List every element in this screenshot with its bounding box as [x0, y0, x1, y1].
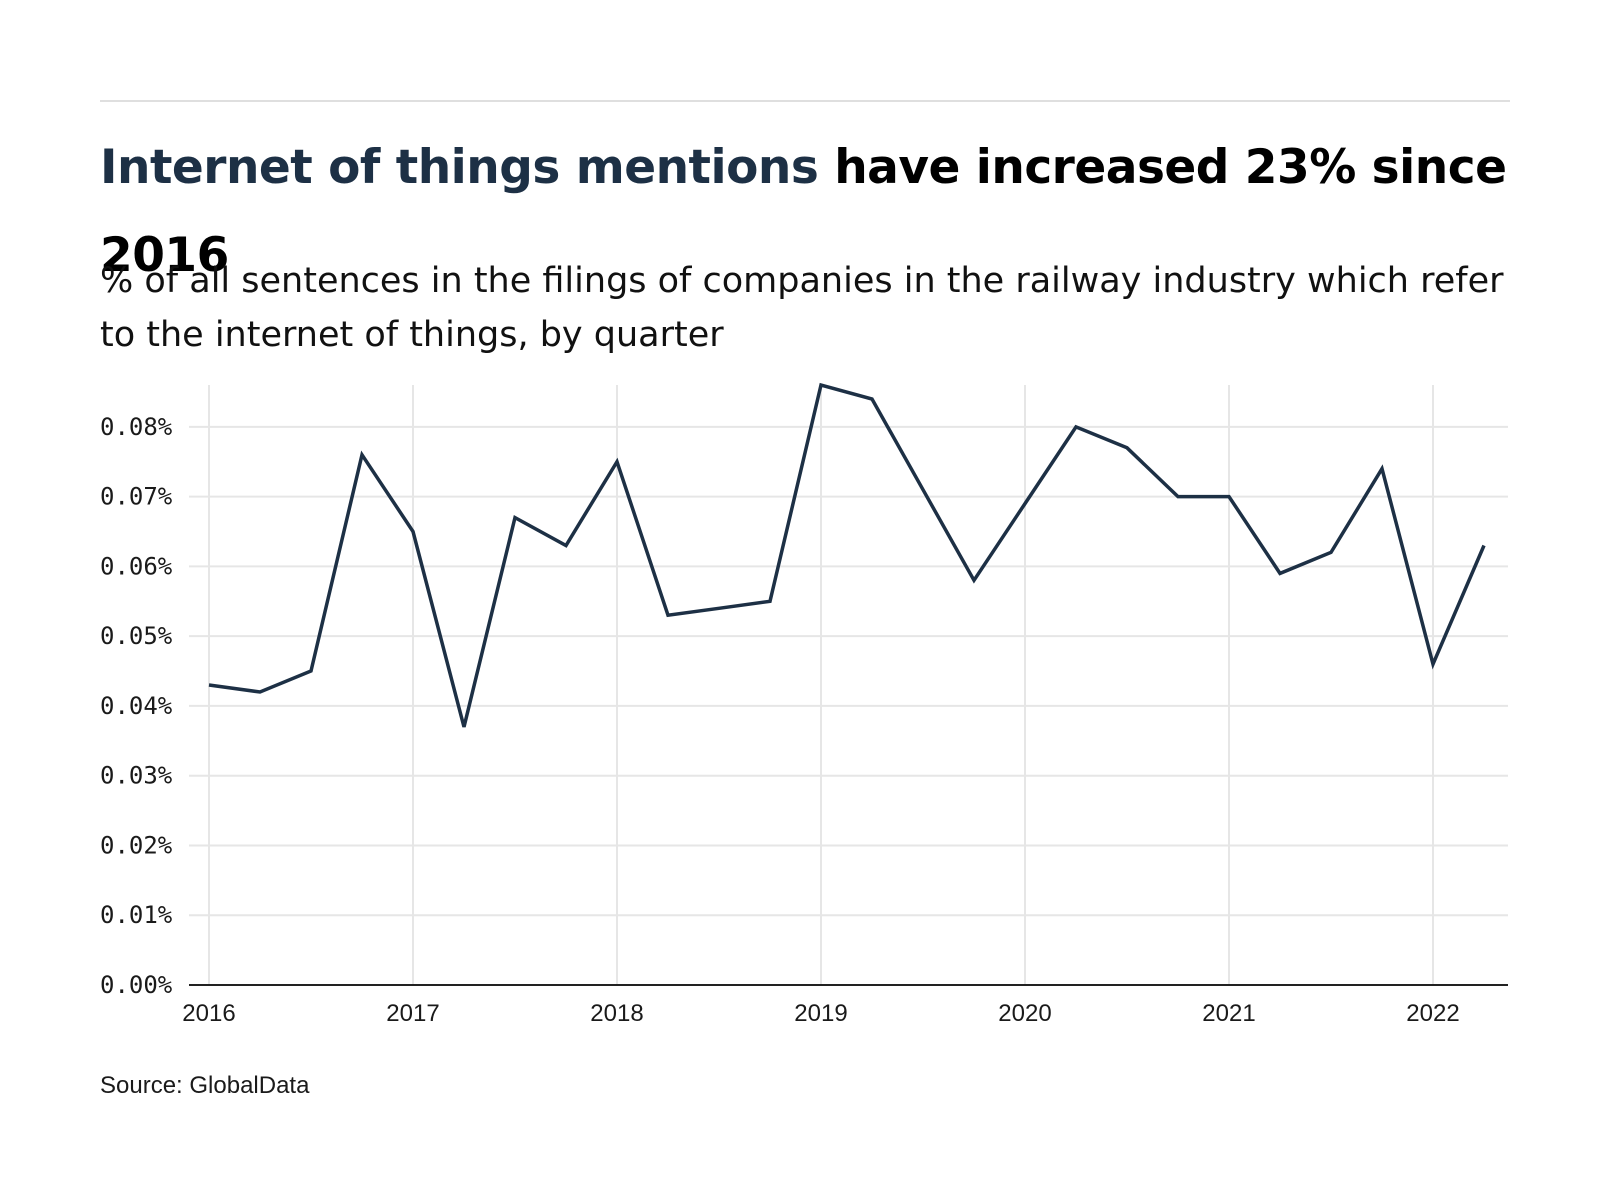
x-tick-label: 2016 [182, 1000, 235, 1027]
chart-title: Internet of things mentions have increas… [100, 124, 1520, 300]
y-tick-label: 0.05% [100, 622, 173, 650]
y-tick-label: 0.04% [100, 692, 173, 720]
y-tick-label: 0.00% [100, 971, 173, 999]
series-line [208, 382, 1486, 728]
x-tick-label: 2017 [386, 1000, 439, 1027]
source-note: Source: GlobalData [100, 1072, 310, 1099]
y-tick-label: 0.02% [100, 831, 173, 859]
title-highlight: Internet of things mentions [100, 140, 819, 195]
grid-lines [189, 385, 1508, 985]
y-tick-label: 0.03% [100, 762, 173, 790]
x-tick-label: 2022 [1406, 1000, 1459, 1027]
x-tick-label: 2021 [1202, 1000, 1255, 1027]
x-tick-label: 2020 [998, 1000, 1051, 1027]
y-tick-label: 0.08% [100, 413, 173, 441]
x-tick-label: 2018 [590, 1000, 643, 1027]
x-tick-label: 2019 [794, 1000, 847, 1027]
top-divider [100, 100, 1510, 102]
y-tick-label: 0.07% [100, 483, 173, 511]
chart-subtitle: % of all sentences in the filings of com… [100, 261, 1504, 355]
y-axis-ticks: 0.00% 0.01% 0.02% 0.03% 0.04% 0.05% 0.06% 0.07%… [100, 413, 173, 999]
y-tick-label: 0.06% [100, 552, 173, 580]
series-layer [208, 382, 1486, 728]
x-axis-ticks: 2016 2017 2018 2019 2020 2021 2022 [182, 1000, 1459, 1027]
title-rest: have increased 23% since 2016 [100, 140, 1507, 283]
y-tick-label: 0.01% [100, 901, 173, 929]
